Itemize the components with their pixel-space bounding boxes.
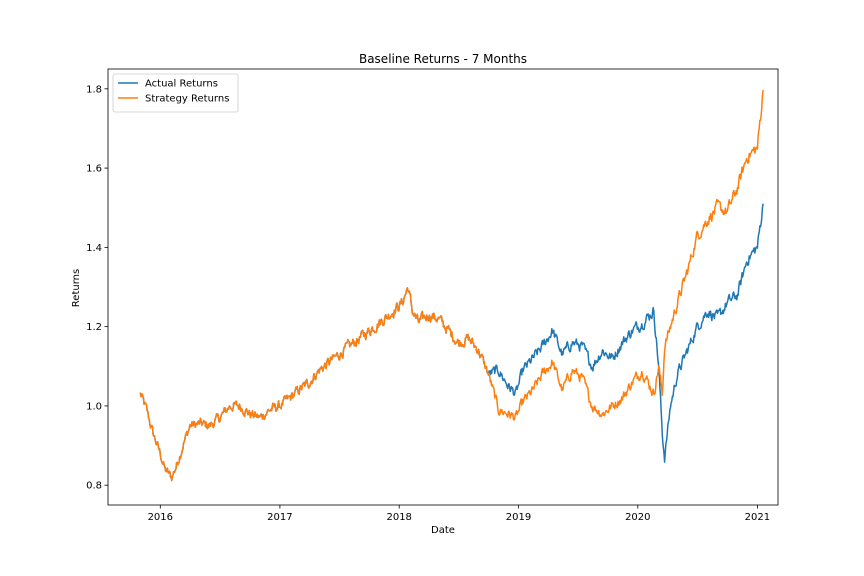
y-axis-label: Returns (71, 269, 82, 307)
x-tick-label: 2017 (267, 512, 292, 523)
x-axis: 2016 2017 2018 2019 2020 2021 (148, 505, 770, 523)
x-axis-label: Date (431, 525, 455, 536)
legend: Actual Returns Strategy Returns (112, 73, 239, 113)
series-line-0 (139, 203, 764, 482)
series-line-1 (139, 89, 765, 482)
y-tick-label: 1.0 (86, 401, 102, 412)
y-tick-label: 1.4 (86, 243, 102, 254)
x-tick-label: 2020 (625, 512, 650, 523)
legend-label: Strategy Returns (145, 94, 229, 105)
y-tick-label: 1.8 (86, 84, 102, 95)
legend-box (112, 73, 239, 113)
y-tick-label: 0.8 (86, 481, 102, 492)
x-tick-label: 2018 (386, 512, 411, 523)
x-tick-label: 2021 (745, 512, 770, 523)
plot-frame (107, 68, 779, 506)
y-tick-label: 1.2 (86, 322, 102, 333)
plot-area (107, 68, 779, 506)
legend-label: Actual Returns (145, 79, 218, 90)
x-tick-label: 2019 (506, 512, 531, 523)
chart-title: Baseline Returns - 7 Months (359, 52, 527, 66)
y-tick-label: 1.6 (86, 164, 102, 175)
x-tick-label: 2016 (148, 512, 173, 523)
y-axis: 0.8 1.0 1.2 1.4 1.6 1.8 (86, 84, 108, 492)
